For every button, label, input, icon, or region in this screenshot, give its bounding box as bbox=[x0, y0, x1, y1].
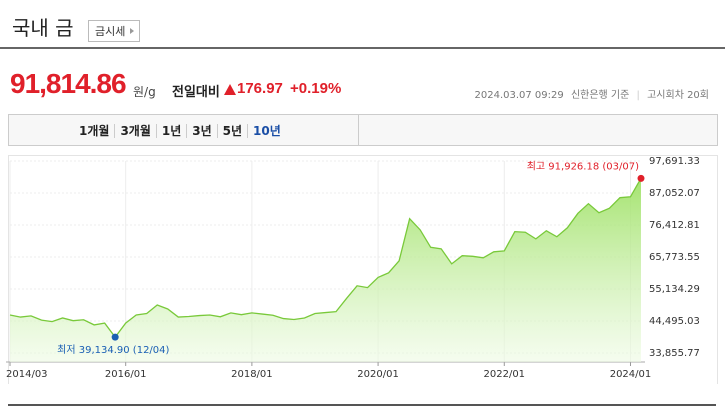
y-tick-label: 65,773.55 bbox=[649, 252, 700, 263]
tab-separator bbox=[358, 114, 359, 146]
separator: | bbox=[636, 90, 640, 101]
period-tab[interactable]: 3년 bbox=[186, 124, 217, 138]
max-marker bbox=[637, 174, 645, 182]
x-tick-label: 2020/01 bbox=[357, 369, 399, 380]
chart-box bbox=[8, 155, 718, 384]
divider bbox=[0, 47, 725, 49]
period-tab[interactable]: 5년 bbox=[216, 124, 248, 138]
title: 국내 금 bbox=[12, 16, 74, 40]
gold-price-button[interactable]: 금시세 bbox=[88, 20, 141, 42]
divider bbox=[8, 404, 716, 406]
period-tab[interactable]: 1년 bbox=[155, 124, 187, 138]
change-percent: +0.19% bbox=[290, 80, 342, 97]
tab-bar bbox=[8, 114, 718, 146]
round: 고시회차 20회 bbox=[647, 90, 709, 101]
period-tab[interactable]: 3개월 bbox=[114, 124, 156, 138]
meta: 2024.03.07 09:29 신한은행 기준 | 고시회차 20회 bbox=[471, 86, 710, 101]
change: 176.97 bbox=[237, 80, 283, 97]
period-tab[interactable]: 1개월 bbox=[79, 124, 110, 138]
x-tick-label: 2014/03 bbox=[6, 369, 48, 380]
tab-row: 1개월 3개월 1년 3년 5년 10년 bbox=[74, 122, 286, 139]
price: 91,814.86 bbox=[10, 68, 127, 99]
y-tick-label: 97,691.33 bbox=[649, 156, 700, 167]
area-fill bbox=[10, 178, 641, 362]
change-label: 전일대비 bbox=[172, 85, 220, 100]
x-tick-label: 2018/01 bbox=[231, 369, 273, 380]
min-label: 최저 39,134.90 (12/04) bbox=[57, 344, 169, 356]
period-tab[interactable]: 10년 bbox=[247, 124, 286, 138]
source: 신한은행 기준 bbox=[570, 90, 630, 101]
unit: 원/g bbox=[133, 85, 156, 99]
up-arrow bbox=[224, 84, 236, 95]
y-tick-label: 55,134.29 bbox=[649, 284, 700, 295]
min-marker bbox=[111, 333, 119, 341]
y-tick-label: 76,412.81 bbox=[649, 220, 700, 231]
y-tick-label: 87,052.07 bbox=[649, 188, 700, 199]
x-tick-label: 2022/01 bbox=[484, 369, 526, 380]
y-tick-label: 33,855.77 bbox=[649, 348, 700, 359]
x-tick-label: 2016/01 bbox=[105, 369, 147, 380]
date: 2024.03.07 09:29 bbox=[474, 90, 564, 101]
chart: 33,855.77 44,495.03 55,134.29 65,773.55 76,4… bbox=[6, 156, 700, 380]
y-tick-label: 44,495.03 bbox=[649, 316, 700, 327]
max-label: 최고 91,926.18 (03/07) bbox=[527, 160, 639, 172]
x-tick-label: 2024/01 bbox=[610, 369, 652, 380]
